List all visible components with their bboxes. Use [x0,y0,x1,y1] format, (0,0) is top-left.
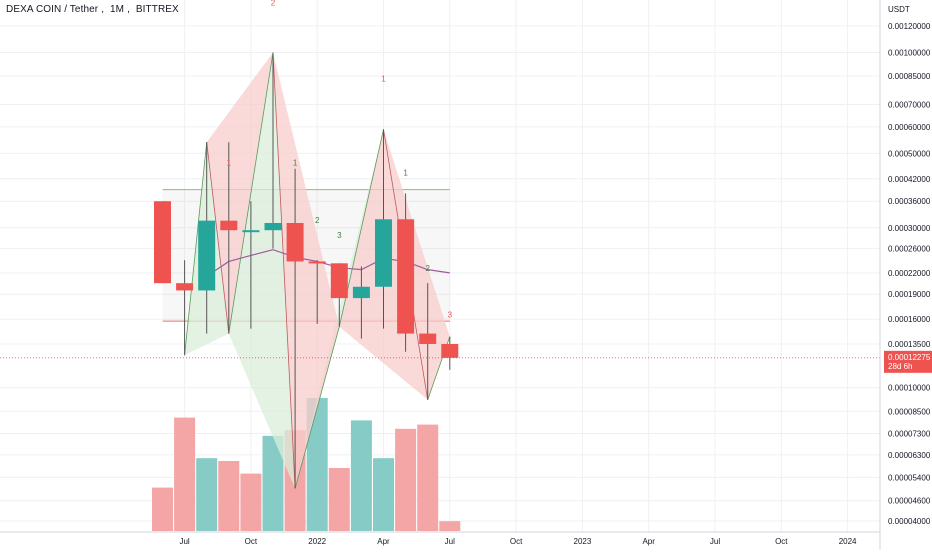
price-axis-tick-label: 0.00022000 [888,269,931,278]
zigzag-label: 1 [227,159,232,168]
volume-bar[interactable] [262,435,284,531]
time-axis-tick-label: Oct [245,537,258,546]
price-axis-tick-label: 0.00085000 [888,72,931,81]
candle-body[interactable] [154,201,171,284]
exchange-label: BITTREX [135,4,179,15]
price-axis-tick-label: 0.00010000 [888,384,931,393]
interval-label[interactable]: 1M [110,4,125,15]
volume-bar[interactable] [350,420,372,531]
time-axis-tick-label: Jul [710,537,720,546]
candle-body[interactable] [375,219,392,287]
price-axis-tick-label: 0.00007300 [888,429,931,438]
time-axis-tick-label: Jul [445,537,455,546]
candle-body[interactable] [441,343,459,358]
zigzag-label: 2 [271,0,276,8]
last-price-badge [884,350,932,373]
candle-body[interactable] [264,222,282,231]
zigzag-label: 2 [425,264,430,273]
price-axis-tick-label: 0.00005400 [888,473,931,482]
time-axis-tick-label: 2024 [839,537,857,546]
volume-bar[interactable] [417,424,439,531]
price-axis-tick-label: 0.00042000 [888,175,931,184]
price-axis-tick-label: 0.00006300 [888,451,931,460]
symbol-name[interactable]: DEXA COIN / Tether [6,4,99,15]
zigzag-leg [294,326,340,489]
volume-bar[interactable] [218,461,240,531]
time-axis-tick-label: Jul [179,537,189,546]
candle-body[interactable] [352,286,370,299]
zigzag-label: 1 [293,159,298,168]
candle-body[interactable] [286,222,304,262]
zigzag-label: 3 [448,310,453,319]
zigzag-label: 3 [337,231,342,240]
time-axis-tick-label: 2023 [574,537,592,546]
candle-body[interactable] [308,261,326,264]
volume-bar[interactable] [395,428,417,531]
volume-bar[interactable] [439,521,461,531]
candle-body[interactable] [220,220,238,231]
volume-bar[interactable] [174,417,196,531]
time-axis-tick-label: Apr [642,537,655,546]
candle-body[interactable] [330,263,348,299]
last-price-countdown: 28d 6h [888,362,912,371]
volume-bar[interactable] [152,487,173,531]
price-axis-tick-label: 0.00013500 [888,340,931,349]
candle-body[interactable] [176,283,194,291]
candle-body[interactable] [419,333,437,344]
last-price-value: 0.00012275 [888,353,931,362]
price-axis-tick-label: 0.00120000 [888,22,931,31]
price-axis-tick-label: 0.00070000 [888,100,931,109]
zigzag-area [206,52,273,334]
candle-body[interactable] [198,220,216,291]
volume-bar[interactable] [328,468,350,531]
zigzag-label: 2 [315,216,320,225]
price-axis-tick-label: 0.00036000 [888,197,931,206]
time-axis-tick-label: 2022 [308,537,326,546]
volume-bar[interactable] [306,398,328,531]
price-axis-tick-label: 0.00008500 [888,407,931,416]
price-axis-tick-label: 0.00019000 [888,290,931,299]
price-axis-tick-label: 0.00050000 [888,149,931,158]
zigzag-area [383,129,450,400]
price-axis-tick-label: 0.00060000 [888,123,931,132]
price-axis-tick-label: 0.00004600 [888,497,931,506]
zigzag-label: 1 [381,74,386,83]
volume-bar[interactable] [196,458,218,531]
zigzag-leg [206,142,230,334]
price-axis-tick-label: 0.00030000 [888,224,931,233]
price-axis-tick-label: 0.00100000 [888,49,931,58]
zigzag-leg [272,52,296,489]
zigzag-leg [184,142,208,356]
price-axis-tick-label: 0.00016000 [888,315,931,324]
zigzag-leg [228,52,274,334]
time-axis-tick-label: Oct [775,537,788,546]
time-axis-tick-label: Apr [377,537,390,546]
volume-bar[interactable] [240,473,262,531]
candle-body[interactable] [242,230,260,233]
candle-body[interactable] [397,219,415,334]
time-axis-tick-label: Oct [510,537,523,546]
chart-title: DEXA COIN / Tether, 1M, BITTREX [6,4,179,15]
volume-bar[interactable] [373,458,394,531]
price-axis-tick-label: 0.00026000 [888,245,931,254]
currency-label: USDT [888,5,910,14]
price-axis-tick-label: 0.00004000 [888,517,931,526]
zigzag-label: 1 [403,168,408,177]
